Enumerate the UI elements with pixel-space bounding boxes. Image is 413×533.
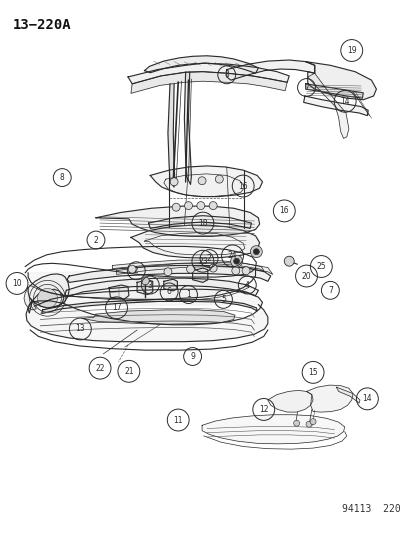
Polygon shape bbox=[131, 225, 259, 258]
Text: 16: 16 bbox=[238, 182, 247, 190]
Text: 7: 7 bbox=[327, 286, 332, 295]
Circle shape bbox=[250, 246, 262, 257]
Circle shape bbox=[197, 201, 204, 209]
Text: 9: 9 bbox=[190, 352, 195, 361]
Polygon shape bbox=[116, 262, 272, 274]
Text: 6: 6 bbox=[166, 287, 171, 296]
Circle shape bbox=[172, 203, 180, 211]
Text: 12: 12 bbox=[259, 405, 268, 414]
Polygon shape bbox=[305, 62, 375, 100]
Polygon shape bbox=[109, 285, 128, 300]
Text: 14: 14 bbox=[339, 97, 349, 106]
Circle shape bbox=[197, 177, 206, 185]
Circle shape bbox=[209, 264, 216, 272]
Text: 13−220A: 13−220A bbox=[13, 18, 71, 31]
Polygon shape bbox=[192, 268, 207, 282]
Text: 22: 22 bbox=[95, 364, 104, 373]
Polygon shape bbox=[65, 278, 258, 297]
Circle shape bbox=[231, 266, 239, 274]
Polygon shape bbox=[164, 174, 244, 197]
Circle shape bbox=[305, 421, 311, 427]
Text: 25: 25 bbox=[316, 262, 325, 271]
Polygon shape bbox=[226, 60, 314, 80]
Circle shape bbox=[184, 201, 192, 209]
Text: 7: 7 bbox=[303, 83, 308, 92]
Circle shape bbox=[253, 249, 259, 255]
Text: 8: 8 bbox=[224, 70, 228, 79]
Polygon shape bbox=[131, 71, 287, 93]
Polygon shape bbox=[137, 280, 152, 295]
Circle shape bbox=[128, 265, 136, 273]
Text: 20: 20 bbox=[301, 271, 311, 280]
Circle shape bbox=[38, 288, 57, 308]
Text: 1: 1 bbox=[186, 290, 190, 299]
Polygon shape bbox=[336, 387, 359, 403]
Text: 18: 18 bbox=[198, 219, 207, 228]
Text: 2: 2 bbox=[133, 266, 138, 275]
Circle shape bbox=[215, 175, 223, 183]
Text: 2: 2 bbox=[206, 254, 211, 263]
Polygon shape bbox=[67, 265, 270, 282]
Polygon shape bbox=[164, 279, 177, 291]
Polygon shape bbox=[144, 232, 244, 255]
Circle shape bbox=[233, 258, 239, 264]
Circle shape bbox=[164, 268, 171, 276]
Text: 94113  220: 94113 220 bbox=[341, 504, 399, 514]
Text: 15: 15 bbox=[308, 368, 317, 377]
Circle shape bbox=[242, 266, 249, 274]
Text: 5: 5 bbox=[221, 295, 225, 304]
Text: 17: 17 bbox=[112, 303, 121, 312]
Polygon shape bbox=[303, 96, 367, 116]
Polygon shape bbox=[96, 206, 259, 236]
Text: 11: 11 bbox=[173, 416, 183, 424]
Polygon shape bbox=[184, 72, 191, 184]
Polygon shape bbox=[144, 56, 258, 73]
Circle shape bbox=[186, 265, 194, 273]
Circle shape bbox=[284, 256, 294, 266]
Text: 24: 24 bbox=[227, 252, 237, 261]
Text: 21: 21 bbox=[124, 367, 133, 376]
Polygon shape bbox=[305, 84, 362, 98]
Polygon shape bbox=[42, 300, 256, 313]
Polygon shape bbox=[26, 289, 267, 342]
Polygon shape bbox=[128, 63, 289, 84]
Text: 16: 16 bbox=[279, 206, 288, 215]
Circle shape bbox=[170, 178, 178, 186]
Polygon shape bbox=[202, 415, 344, 444]
Polygon shape bbox=[28, 289, 64, 313]
Polygon shape bbox=[267, 390, 312, 412]
Text: 19: 19 bbox=[346, 46, 356, 55]
Text: 8: 8 bbox=[60, 173, 64, 182]
Text: 23: 23 bbox=[197, 257, 207, 266]
Polygon shape bbox=[148, 216, 251, 228]
Polygon shape bbox=[28, 268, 255, 300]
Text: 13: 13 bbox=[75, 325, 85, 334]
Circle shape bbox=[141, 277, 149, 285]
Text: 2: 2 bbox=[93, 236, 98, 245]
Polygon shape bbox=[112, 260, 264, 272]
Circle shape bbox=[230, 255, 242, 267]
Circle shape bbox=[209, 201, 216, 209]
Polygon shape bbox=[150, 166, 262, 197]
Polygon shape bbox=[168, 84, 175, 187]
Polygon shape bbox=[28, 274, 69, 308]
Text: 3: 3 bbox=[147, 280, 152, 289]
Circle shape bbox=[293, 420, 299, 426]
Text: 10: 10 bbox=[12, 279, 22, 288]
Polygon shape bbox=[306, 385, 352, 412]
Polygon shape bbox=[81, 310, 235, 324]
Text: 14: 14 bbox=[362, 394, 371, 403]
Circle shape bbox=[309, 418, 315, 425]
Polygon shape bbox=[24, 288, 36, 310]
Text: 4: 4 bbox=[244, 280, 249, 289]
Polygon shape bbox=[307, 73, 348, 139]
